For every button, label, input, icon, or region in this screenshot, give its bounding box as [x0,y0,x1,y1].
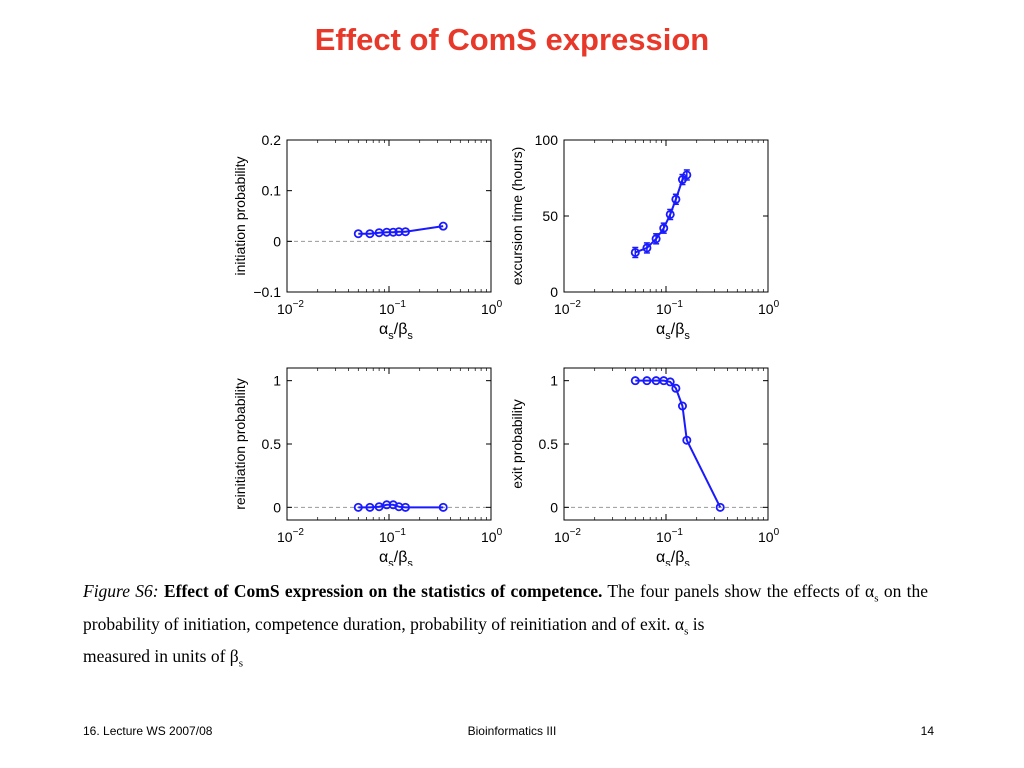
data-point [400,227,410,237]
caption-body-2b: on the probability of initiation, compet… [83,581,929,634]
data-point [438,502,448,512]
x-tick-label: 100 [481,527,503,545]
y-tick-label: 0 [550,284,558,300]
x-tick-label: 10−2 [277,299,304,317]
x-axis-label: αs/βs [656,549,690,566]
data-point [388,500,398,510]
data-point [682,170,692,180]
x-tick-label: 10−2 [554,299,581,317]
plot-frame [286,139,492,293]
footer-course: Bioinformatics III [467,724,557,738]
x-tick-label: 100 [481,299,503,317]
x-tick-label: 100 [758,299,780,317]
x-tick-label: 10−1 [379,299,406,317]
data-point [651,234,661,244]
x-tick-label: 10−1 [379,527,406,545]
y-tick-label: 0 [273,233,281,249]
footer-page-number: 14 [920,724,934,738]
plot-frame [286,367,492,521]
x-axis-label: αs/βs [379,321,413,342]
x-axis-label: αs/βs [379,549,413,566]
data-point [642,243,652,253]
x-tick-label: 10−2 [277,527,304,545]
x-tick-label: 10−1 [656,527,683,545]
y-tick-label: 1 [550,373,558,389]
data-point [438,221,448,231]
y-tick-label: 0.2 [262,132,282,148]
data-point [630,376,640,386]
y-tick-label: −0.1 [253,284,281,300]
y-tick-label: 0 [273,499,281,515]
y-tick-label: 0.5 [539,436,559,452]
data-point [677,401,687,411]
series-line [358,503,444,509]
figure-caption: Figure S6: Effect of ComS expression on … [83,579,928,677]
data-point [671,194,681,204]
panel-4: 10−2 10−1 100 0 0.5 1 αs/βs exit probability [509,367,780,566]
y-tick-label: 100 [535,132,559,148]
panel-2: 10−2 10−1 100 0 50 100 αs/βs excursion time (ho… [509,132,780,342]
caption-alpha-sub: s [874,592,879,605]
series-line [635,379,722,508]
x-axis-label: αs/βs [656,321,690,342]
data-point [715,502,725,512]
slide-title: Effect of ComS expression [314,22,710,57]
caption-body-1: The four panels show the effects [607,581,840,601]
caption-body-3: measured in units of β [83,646,239,666]
y-tick-label: 0.5 [262,436,282,452]
x-tick-label: 10−1 [656,299,683,317]
data-point [659,223,669,233]
y-tick-label: 0.1 [262,183,282,199]
data-point [353,502,363,512]
data-point [388,227,398,237]
data-point [665,377,675,387]
x-tick-label: 100 [758,527,780,545]
data-point [682,435,692,445]
x-tick-label: 10−2 [554,527,581,545]
panel-1: 10−2 10−1 100 −0.1 0 0.1 0.2 αs/βs initiation pr… [232,132,503,342]
caption-bold-title: Effect of ComS expression on the statist… [163,581,603,601]
caption-alpha-sub-2: s [684,625,689,637]
data-point [630,247,640,257]
y-tick-label: 50 [542,208,558,224]
y-axis-label: initiation probability [232,156,248,275]
data-point [400,502,410,512]
data-point [671,383,681,393]
y-axis-label: exit probability [509,399,525,489]
y-axis-label: reinitiation probability [232,378,248,510]
caption-figure-label: Figure S6: [83,581,159,601]
data-point [365,502,375,512]
caption-body-2: of α [845,581,875,601]
data-point [353,229,363,239]
caption-beta-sub: s [238,657,243,670]
data-point [665,209,675,219]
panel-3: 10−2 10−1 100 0 0.5 1 αs/βs reinitiation probab… [232,367,503,566]
figure-panel: 10−2 10−1 100 −0.1 0 0.1 0.2 αs/βs initiation pr… [205,108,805,566]
y-tick-label: 1 [273,373,281,389]
series-line [634,174,688,254]
y-tick-label: 0 [550,499,558,515]
y-axis-label: excursion time (hours) [509,147,525,286]
caption-body-2c: is [692,613,705,634]
plot-frame [563,367,769,521]
data-point [642,376,652,386]
footer-lecture: 16. Lecture WS 2007/08 [83,724,213,738]
data-point [365,229,375,239]
